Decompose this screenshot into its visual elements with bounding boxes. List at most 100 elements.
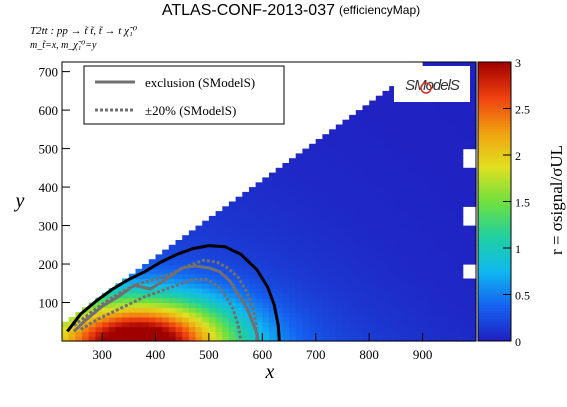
heatmap-cell bbox=[435, 278, 444, 284]
heatmap-cell bbox=[456, 182, 464, 188]
heatmap-cell bbox=[456, 215, 464, 222]
heatmap-cell bbox=[462, 134, 470, 140]
heatmap-cell bbox=[375, 312, 384, 318]
heatmap-cell bbox=[369, 158, 377, 164]
heatmap-cell bbox=[289, 312, 297, 318]
heatmap-cell bbox=[362, 110, 370, 116]
heatmap-cell bbox=[322, 163, 330, 169]
heatmap-cell bbox=[295, 235, 303, 241]
heatmap-cell bbox=[315, 235, 323, 241]
heatmap-cell bbox=[415, 240, 424, 246]
heatmap-cell bbox=[168, 288, 177, 294]
heatmap-cell bbox=[329, 172, 337, 178]
heatmap-cell bbox=[309, 182, 317, 188]
heatmap-cell bbox=[335, 292, 344, 299]
color-bar-segment bbox=[478, 285, 511, 289]
heatmap-cell bbox=[442, 105, 450, 111]
heatmap-cell bbox=[409, 316, 417, 323]
heatmap-cell bbox=[235, 220, 243, 227]
color-bar-segment bbox=[478, 81, 511, 85]
heatmap-cell bbox=[362, 182, 370, 188]
heatmap-cell bbox=[409, 230, 417, 236]
heatmap-cell bbox=[255, 259, 263, 265]
heatmap-cell bbox=[215, 264, 223, 270]
heatmap-cell bbox=[395, 225, 404, 231]
color-bar-segment bbox=[478, 156, 511, 161]
heatmap-cell bbox=[429, 172, 437, 178]
heatmap-cell bbox=[142, 297, 150, 304]
heatmap-cell bbox=[249, 211, 257, 217]
heatmap-cell bbox=[235, 321, 243, 328]
heatmap-cell bbox=[289, 191, 297, 198]
heatmap-cell bbox=[135, 336, 143, 342]
heatmap-cell bbox=[249, 196, 257, 203]
heatmap-cell bbox=[349, 321, 357, 328]
heatmap-cell bbox=[429, 110, 437, 116]
heatmap-cell bbox=[202, 326, 210, 332]
heatmap-cell bbox=[228, 201, 237, 207]
heatmap-cell bbox=[429, 235, 437, 241]
heatmap-cell bbox=[409, 134, 417, 140]
heatmap-cell bbox=[315, 163, 323, 169]
heatmap-cell bbox=[302, 177, 310, 183]
heatmap-cell bbox=[262, 316, 270, 323]
heatmap-cell bbox=[302, 336, 310, 342]
heatmap-cell bbox=[449, 187, 457, 193]
heatmap-cell bbox=[422, 172, 430, 178]
heatmap-cell bbox=[262, 244, 270, 251]
heatmap-cell bbox=[309, 177, 317, 183]
heatmap-cell bbox=[282, 336, 290, 342]
heatmap-cell bbox=[295, 177, 303, 183]
heatmap-cell bbox=[342, 316, 350, 323]
heatmap-cell bbox=[249, 259, 257, 265]
heatmap-cell bbox=[349, 167, 357, 174]
heatmap-cell bbox=[142, 288, 150, 294]
heatmap-cell bbox=[362, 336, 370, 342]
heatmap-cell bbox=[409, 129, 417, 135]
heatmap-cell bbox=[362, 264, 370, 270]
heatmap-cell bbox=[122, 312, 130, 318]
heatmap-cell bbox=[349, 215, 357, 222]
heatmap-cell bbox=[429, 187, 437, 193]
heatmap-cell bbox=[242, 191, 250, 198]
heatmap-cell bbox=[309, 196, 317, 203]
color-bar-segment bbox=[478, 106, 511, 110]
heatmap-cell bbox=[469, 129, 477, 135]
heatmap-cell bbox=[342, 259, 350, 265]
heatmap-cell bbox=[349, 259, 357, 265]
heatmap-cell bbox=[322, 321, 330, 328]
color-bar-segment bbox=[478, 254, 511, 258]
heatmap-cell bbox=[456, 225, 464, 231]
heatmap-cell bbox=[242, 326, 250, 332]
heatmap-cell bbox=[429, 201, 437, 207]
heatmap-cell bbox=[249, 201, 257, 207]
heatmap-cell bbox=[309, 278, 317, 284]
heatmap-cell bbox=[422, 182, 430, 188]
heatmap-cell bbox=[215, 215, 223, 222]
heatmap-cell bbox=[395, 114, 404, 121]
heatmap-cell bbox=[162, 321, 170, 328]
heatmap-cell bbox=[349, 278, 357, 284]
x-tick-label: 500 bbox=[199, 347, 219, 362]
heatmap-cell bbox=[355, 278, 364, 284]
heatmap-cell bbox=[456, 297, 464, 304]
heatmap-cell bbox=[389, 187, 397, 193]
heatmap-cell bbox=[442, 336, 450, 342]
heatmap-cell bbox=[389, 177, 397, 183]
heatmap-cell bbox=[449, 331, 457, 337]
heatmap-cell bbox=[108, 321, 116, 328]
heatmap-cell bbox=[349, 148, 357, 154]
heatmap-cell bbox=[155, 321, 163, 328]
heatmap-cell bbox=[202, 220, 210, 227]
heatmap-cell bbox=[228, 278, 237, 284]
color-bar-segment bbox=[478, 221, 511, 225]
heatmap-cell bbox=[202, 278, 210, 284]
heatmap-cell bbox=[208, 215, 217, 222]
heatmap-cell bbox=[202, 249, 210, 255]
heatmap-cell bbox=[228, 264, 237, 270]
heatmap-cell bbox=[355, 196, 364, 203]
heatmap-cell bbox=[355, 158, 364, 164]
heatmap-cell bbox=[142, 316, 150, 323]
heatmap-cell bbox=[342, 312, 350, 318]
heatmap-cell bbox=[435, 288, 444, 294]
